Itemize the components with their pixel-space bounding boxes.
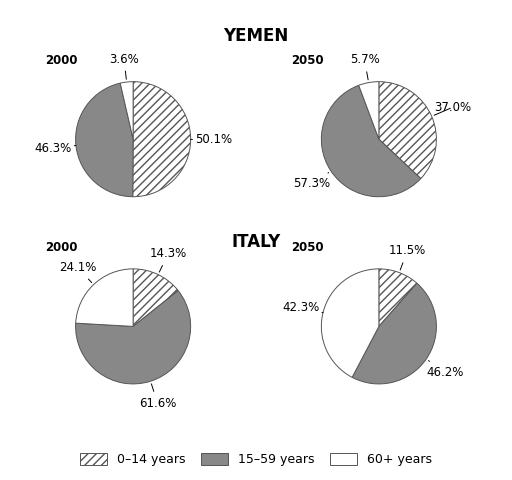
Text: 50.1%: 50.1% [190, 133, 232, 146]
Wedge shape [133, 269, 178, 326]
Legend: 0–14 years, 15–59 years, 60+ years: 0–14 years, 15–59 years, 60+ years [75, 448, 437, 471]
Text: 24.1%: 24.1% [59, 261, 96, 283]
Text: 46.2%: 46.2% [426, 360, 464, 379]
Text: 57.3%: 57.3% [293, 173, 330, 191]
Wedge shape [379, 82, 436, 179]
Wedge shape [76, 83, 133, 197]
Text: 5.7%: 5.7% [350, 53, 379, 80]
Text: 11.5%: 11.5% [389, 244, 426, 270]
Wedge shape [352, 283, 436, 384]
Text: 2000: 2000 [46, 241, 78, 254]
Text: ITALY: ITALY [231, 233, 281, 252]
Text: 46.3%: 46.3% [34, 142, 76, 155]
Text: 14.3%: 14.3% [150, 247, 187, 272]
Wedge shape [133, 82, 190, 197]
Wedge shape [76, 269, 133, 326]
Wedge shape [76, 290, 190, 384]
Wedge shape [379, 269, 417, 326]
Text: 61.6%: 61.6% [139, 384, 176, 410]
Text: 2050: 2050 [291, 241, 324, 254]
Text: 2050: 2050 [291, 54, 324, 67]
Wedge shape [322, 269, 379, 377]
Wedge shape [359, 82, 379, 139]
Text: 37.0%: 37.0% [434, 101, 472, 115]
Wedge shape [120, 82, 133, 139]
Text: 42.3%: 42.3% [282, 300, 323, 313]
Text: 2000: 2000 [46, 54, 78, 67]
Text: YEMEN: YEMEN [223, 27, 289, 45]
Text: 3.6%: 3.6% [109, 52, 139, 79]
Wedge shape [322, 85, 421, 197]
